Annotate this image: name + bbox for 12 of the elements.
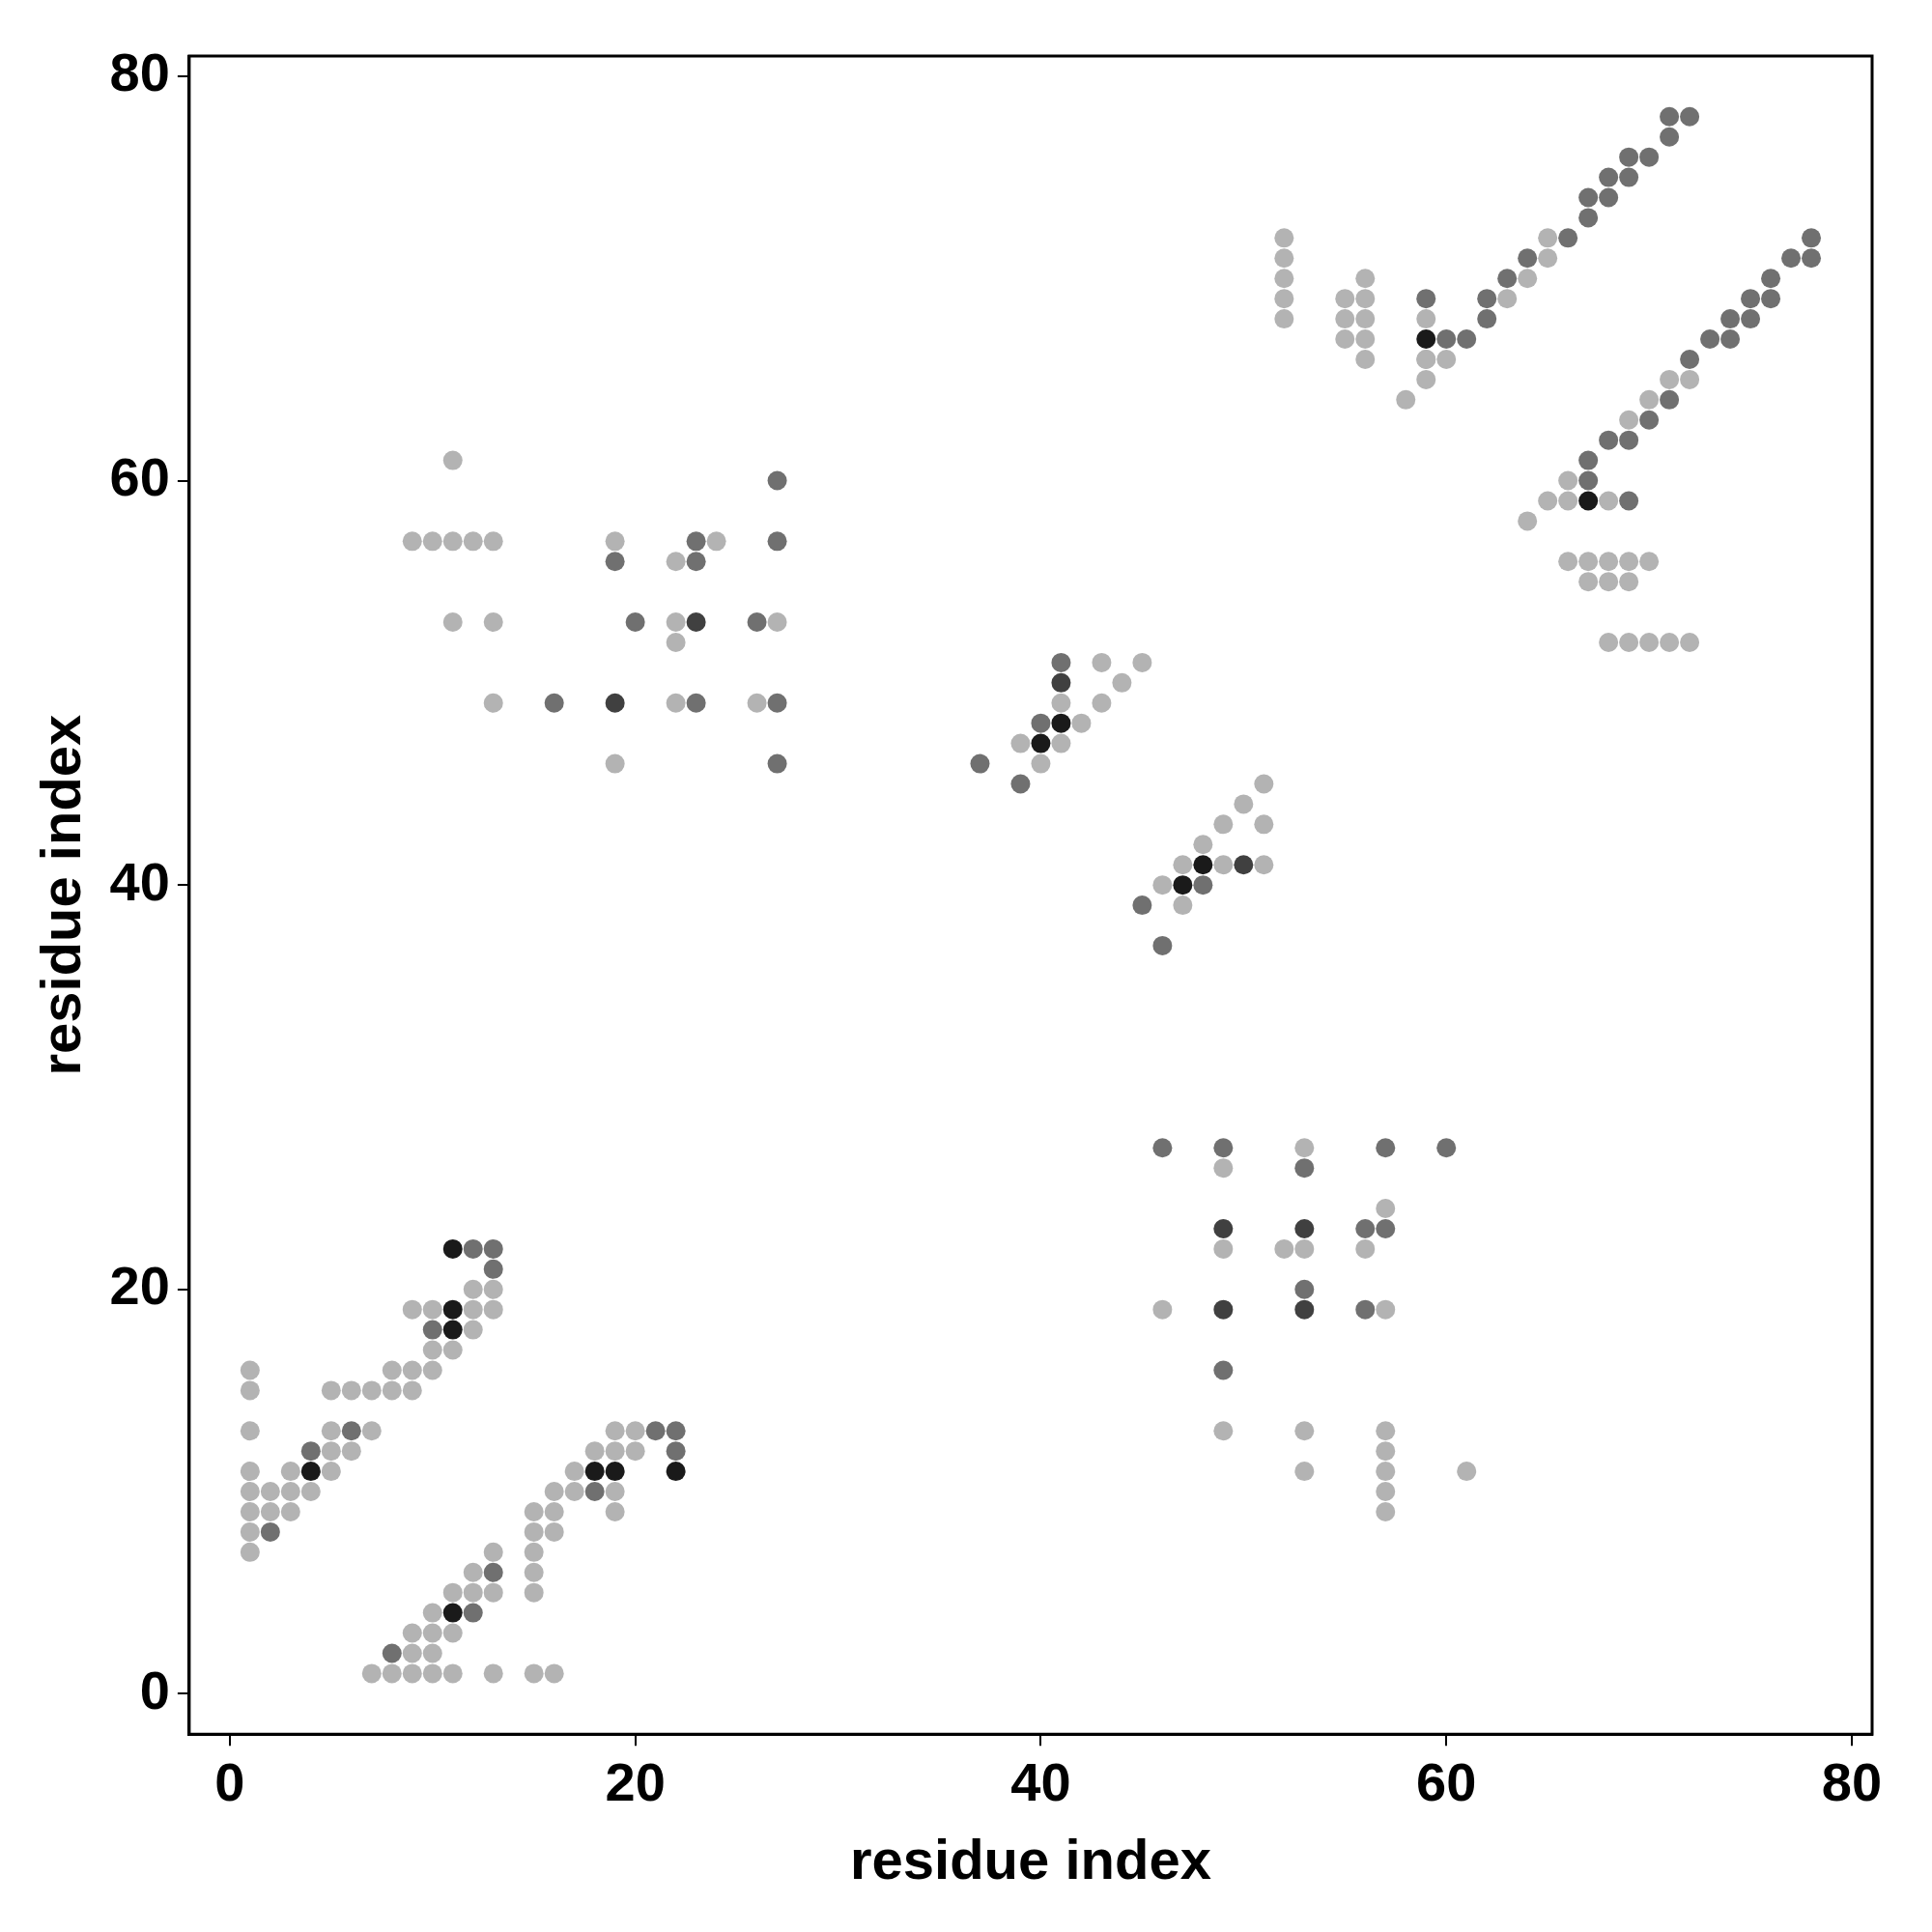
y-tick-label: 40: [109, 850, 170, 912]
x-axis-title: residue index: [849, 1828, 1211, 1891]
y-axis-title: residue index: [28, 714, 92, 1076]
y-tick-label: 0: [139, 1659, 170, 1720]
x-tick-label: 60: [1416, 1751, 1477, 1813]
y-tick-label: 80: [109, 42, 170, 103]
x-tick-label: 20: [605, 1751, 666, 1813]
x-tick-label: 0: [214, 1751, 245, 1813]
x-tick-label: 80: [1821, 1751, 1883, 1813]
y-tick-label: 60: [109, 445, 170, 507]
y-tick-label: 20: [109, 1255, 170, 1317]
x-tick-label: 40: [1010, 1751, 1071, 1813]
